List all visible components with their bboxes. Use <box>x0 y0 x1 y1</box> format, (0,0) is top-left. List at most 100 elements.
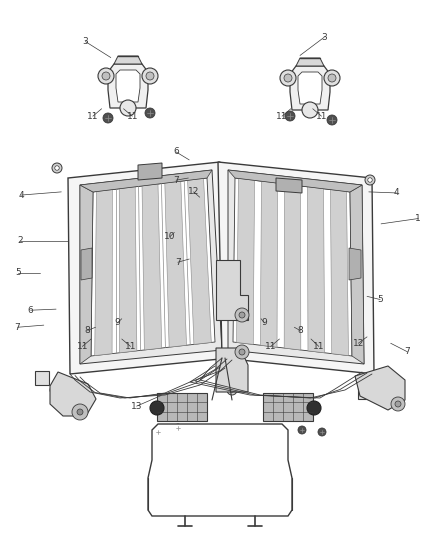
Polygon shape <box>138 163 162 180</box>
Circle shape <box>53 387 57 392</box>
Text: 7: 7 <box>175 258 181 266</box>
Text: 9: 9 <box>261 319 268 327</box>
Circle shape <box>120 100 136 116</box>
Polygon shape <box>228 170 362 192</box>
Polygon shape <box>80 170 212 192</box>
Circle shape <box>227 385 237 395</box>
Text: 12: 12 <box>353 339 364 348</box>
Circle shape <box>72 404 88 420</box>
Circle shape <box>395 401 401 407</box>
Polygon shape <box>307 187 325 353</box>
Text: 5: 5 <box>15 269 21 277</box>
Circle shape <box>145 108 155 118</box>
Polygon shape <box>237 179 254 344</box>
Text: 11: 11 <box>276 112 288 120</box>
Polygon shape <box>80 185 93 364</box>
Circle shape <box>302 102 318 118</box>
Circle shape <box>150 401 164 415</box>
Circle shape <box>284 74 292 82</box>
Polygon shape <box>148 424 292 516</box>
Text: 7: 7 <box>14 323 21 332</box>
Circle shape <box>55 166 59 170</box>
Bar <box>358 385 372 399</box>
Circle shape <box>383 379 387 384</box>
Circle shape <box>365 175 375 185</box>
Text: 10: 10 <box>164 232 176 241</box>
Text: 7: 7 <box>173 176 179 184</box>
Text: 11: 11 <box>127 112 138 120</box>
Polygon shape <box>355 366 405 410</box>
Polygon shape <box>284 184 301 350</box>
Circle shape <box>50 385 60 395</box>
Circle shape <box>239 312 245 318</box>
Circle shape <box>327 115 337 125</box>
Bar <box>263 393 313 421</box>
Circle shape <box>235 308 249 322</box>
Polygon shape <box>80 170 222 364</box>
Polygon shape <box>260 181 278 347</box>
Circle shape <box>328 74 336 82</box>
Polygon shape <box>50 372 96 416</box>
Text: 2: 2 <box>17 237 22 245</box>
Circle shape <box>227 285 237 295</box>
Circle shape <box>174 424 182 432</box>
Polygon shape <box>91 178 215 356</box>
Circle shape <box>77 409 83 415</box>
Text: 1: 1 <box>415 214 421 223</box>
Text: 3: 3 <box>321 33 327 42</box>
Polygon shape <box>233 178 352 356</box>
Polygon shape <box>68 162 230 374</box>
Circle shape <box>230 288 234 292</box>
Polygon shape <box>108 64 148 108</box>
Circle shape <box>318 428 326 436</box>
Polygon shape <box>350 185 364 364</box>
Circle shape <box>307 401 321 415</box>
Circle shape <box>98 68 114 84</box>
Text: 11: 11 <box>125 342 136 351</box>
Polygon shape <box>216 260 248 320</box>
Circle shape <box>230 387 234 392</box>
Text: 11: 11 <box>316 112 327 120</box>
Polygon shape <box>116 70 140 102</box>
Polygon shape <box>114 56 142 64</box>
Text: 4: 4 <box>18 191 24 199</box>
Polygon shape <box>81 248 92 280</box>
Polygon shape <box>95 190 113 356</box>
Circle shape <box>154 428 162 436</box>
Text: 6: 6 <box>28 306 34 314</box>
Text: 8: 8 <box>85 326 91 335</box>
Text: 8: 8 <box>297 326 303 335</box>
Circle shape <box>368 177 372 182</box>
Polygon shape <box>276 178 302 193</box>
Circle shape <box>391 397 405 411</box>
Text: 6: 6 <box>173 148 179 156</box>
Text: 12: 12 <box>188 188 199 196</box>
Text: 3: 3 <box>82 37 88 46</box>
Circle shape <box>380 377 390 387</box>
Circle shape <box>280 70 296 86</box>
Polygon shape <box>330 190 349 356</box>
Text: 11: 11 <box>77 342 88 351</box>
Polygon shape <box>228 170 364 364</box>
Circle shape <box>102 72 110 80</box>
Text: 7: 7 <box>404 348 410 356</box>
Text: 5: 5 <box>377 295 383 304</box>
Circle shape <box>298 426 306 434</box>
Circle shape <box>239 349 245 355</box>
Circle shape <box>235 345 249 359</box>
Circle shape <box>52 163 62 173</box>
Polygon shape <box>296 58 324 66</box>
Circle shape <box>324 70 340 86</box>
Text: 4: 4 <box>394 189 399 197</box>
Polygon shape <box>298 72 322 104</box>
Polygon shape <box>142 184 162 350</box>
Polygon shape <box>349 248 361 280</box>
Text: 9: 9 <box>114 319 120 327</box>
Polygon shape <box>187 179 211 344</box>
Text: 11: 11 <box>87 112 99 120</box>
Polygon shape <box>216 348 248 392</box>
Circle shape <box>146 72 154 80</box>
Circle shape <box>285 111 295 121</box>
Text: 11: 11 <box>265 342 276 351</box>
Polygon shape <box>165 181 187 347</box>
